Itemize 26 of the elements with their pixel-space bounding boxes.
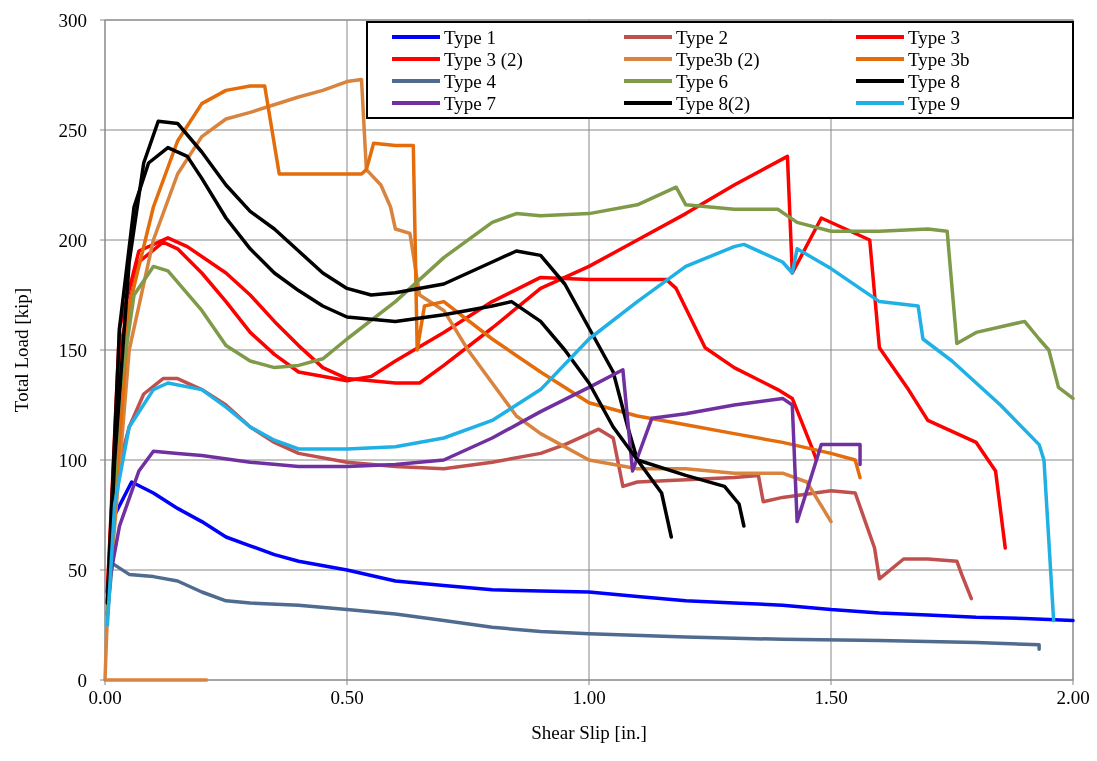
y-tick-label: 0	[77, 669, 87, 691]
legend-label: Type 3	[908, 26, 960, 48]
y-axis-title: Total Load [kip]	[11, 287, 32, 413]
x-tick-label: 1.50	[814, 687, 848, 708]
legend-label: Type 8	[908, 70, 960, 92]
y-tick-label: 300	[58, 9, 87, 31]
legend-label: Type 6	[676, 70, 728, 92]
y-tick-label: 100	[58, 449, 87, 471]
legend-label: Type 3b	[908, 48, 970, 70]
legend-label: Type 3 (2)	[444, 48, 523, 71]
x-tick-label: 0.50	[330, 687, 364, 708]
legend-label: Type 8(2)	[676, 92, 751, 115]
legend-label: Type 9	[908, 92, 960, 114]
x-axis-title: Shear Slip [in.]	[531, 722, 647, 743]
x-tick-label: 0.00	[88, 687, 122, 708]
y-tick-label: 50	[68, 559, 87, 581]
legend-label: Type 2	[676, 26, 728, 48]
legend-label: Type 4	[444, 70, 497, 92]
y-tick-label: 200	[58, 229, 87, 251]
y-tick-label: 150	[58, 339, 87, 361]
legend-label: Type 7	[444, 92, 496, 114]
x-tick-label: 1.00	[572, 687, 606, 708]
y-tick-label: 250	[58, 119, 87, 141]
legend-label: Type 1	[444, 26, 496, 48]
x-tick-label: 2.00	[1056, 687, 1090, 708]
legend-label: Type3b (2)	[676, 48, 760, 71]
